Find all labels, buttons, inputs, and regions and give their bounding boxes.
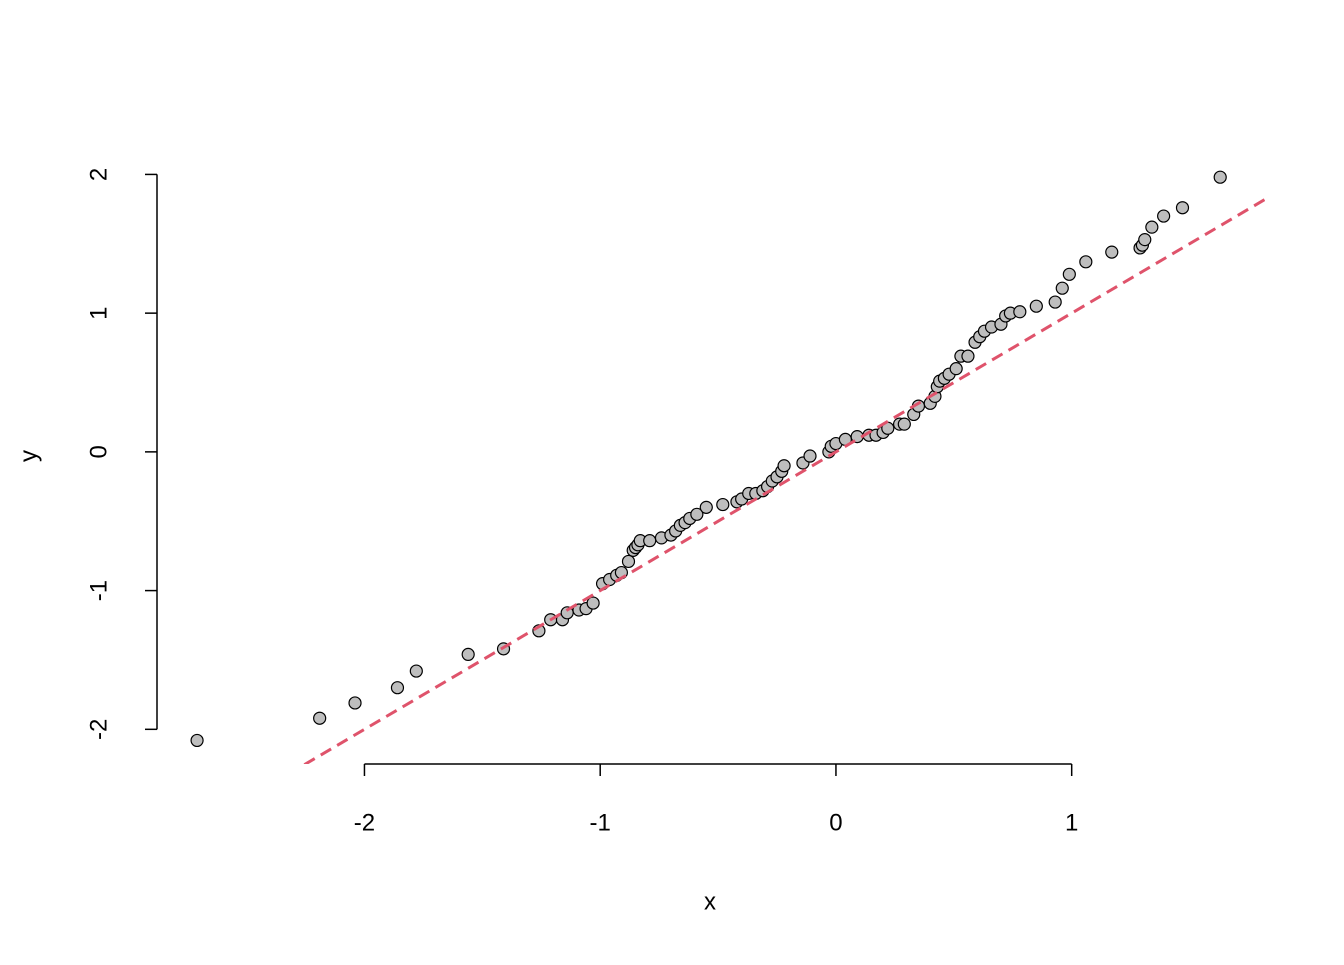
point [716, 497, 730, 512]
y-tick-label: -1 [85, 580, 112, 601]
point [348, 696, 362, 710]
points [190, 170, 1227, 748]
x-tick-label: -2 [354, 809, 375, 836]
point [586, 596, 600, 610]
point [1138, 233, 1152, 247]
point [1062, 267, 1076, 281]
point [1145, 220, 1159, 234]
point [699, 500, 713, 514]
point [621, 554, 636, 569]
point [1175, 201, 1190, 215]
point [390, 681, 405, 695]
point [1213, 170, 1227, 184]
point [1013, 305, 1027, 319]
point [1079, 255, 1093, 269]
x-tick-label: 1 [1065, 809, 1078, 836]
point [803, 449, 817, 463]
point [409, 664, 423, 678]
point [1157, 209, 1171, 223]
point [1055, 281, 1069, 295]
x-axis-title: x [704, 888, 716, 915]
point [1048, 295, 1062, 309]
y-tick-label: 1 [85, 306, 112, 319]
point [313, 711, 327, 725]
point [1029, 299, 1043, 313]
point [949, 362, 963, 376]
point [777, 459, 791, 473]
y-tick-label: 2 [85, 168, 112, 181]
y-axis-title: y [15, 450, 42, 462]
point [461, 647, 475, 662]
y-tick-label: -2 [85, 719, 112, 740]
reference-line [302, 198, 1265, 764]
point [961, 349, 975, 363]
x-tick-label: -1 [590, 809, 611, 836]
point [897, 417, 911, 431]
point [190, 733, 204, 748]
point [1105, 245, 1119, 259]
y-tick-label: 0 [85, 445, 112, 458]
x-tick-label: 0 [829, 809, 842, 836]
point [690, 507, 704, 521]
point [643, 534, 657, 548]
